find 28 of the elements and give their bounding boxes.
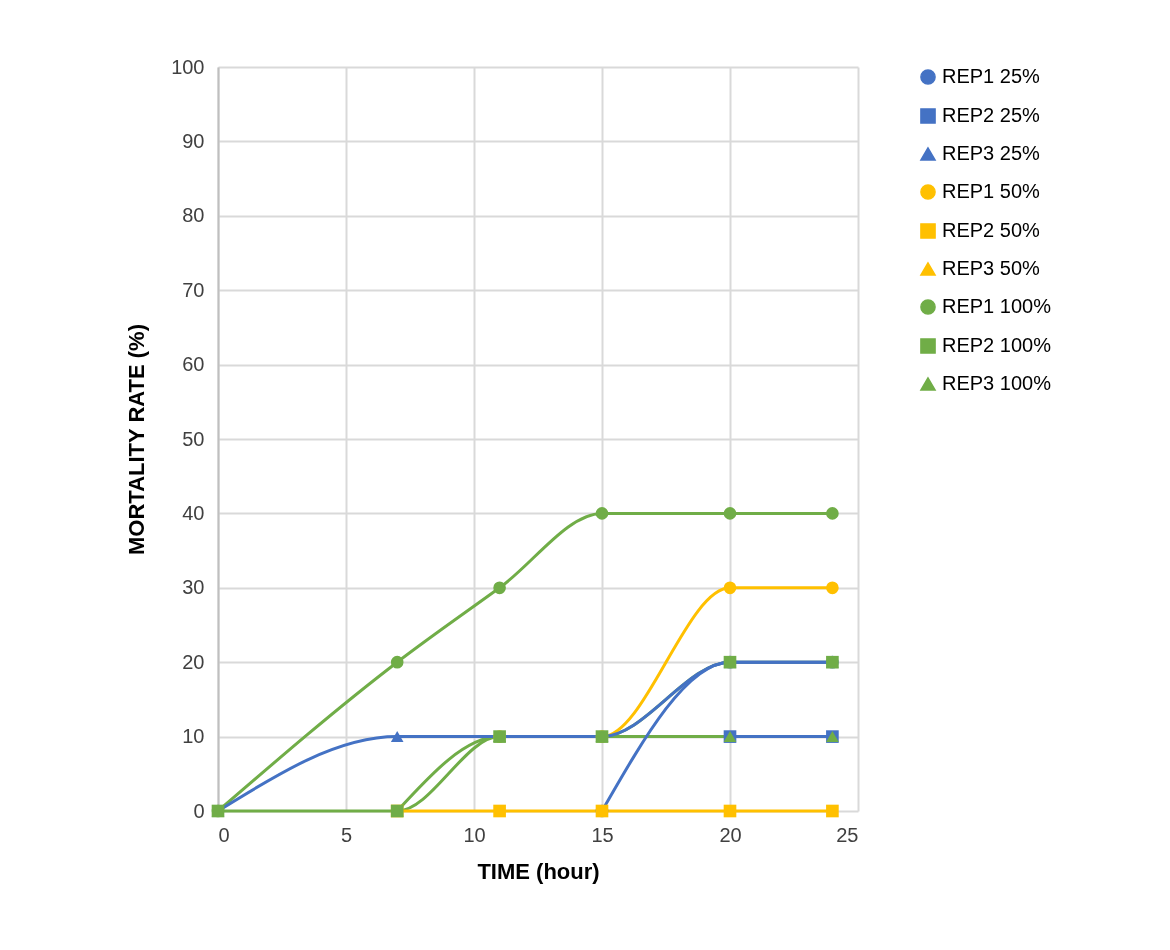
legend-label: REP2 25% — [942, 104, 1041, 126]
legend-label: REP1 100% — [942, 295, 1052, 317]
legend-label: REP2 50% — [942, 219, 1041, 241]
y-tick-label: 100 — [171, 55, 205, 78]
legend-label: REP1 50% — [942, 180, 1041, 202]
y-tick-label: 30 — [182, 576, 205, 599]
x-tick-label: 25 — [836, 823, 859, 846]
y-tick-label: 50 — [182, 427, 205, 450]
x-axis-title: TIME (hour) — [477, 858, 600, 884]
x-tick-label: 5 — [340, 823, 353, 846]
x-tick-label: 0 — [218, 823, 230, 846]
y-axis-title: MORTALITY RATE (%) — [124, 324, 150, 555]
x-tick-label: 20 — [719, 823, 742, 846]
y-tick-label: 10 — [182, 725, 205, 748]
y-tick-label: 40 — [182, 501, 205, 524]
y-tick-label: 20 — [182, 650, 205, 673]
y-tick-label: 70 — [182, 278, 205, 301]
legend-label: REP3 100% — [942, 372, 1052, 394]
y-tick-label: 80 — [182, 204, 205, 227]
legend-label: REP2 100% — [942, 334, 1052, 356]
y-tick-label: 0 — [193, 799, 205, 822]
legend-label: REP3 50% — [942, 257, 1041, 279]
y-tick-label: 90 — [182, 129, 205, 152]
legend-label: REP3 25% — [942, 142, 1041, 164]
x-tick-label: 10 — [463, 823, 486, 846]
legend-label: REP1 25% — [942, 65, 1041, 87]
x-tick-label: 15 — [591, 823, 614, 846]
y-tick-label: 60 — [182, 353, 205, 376]
